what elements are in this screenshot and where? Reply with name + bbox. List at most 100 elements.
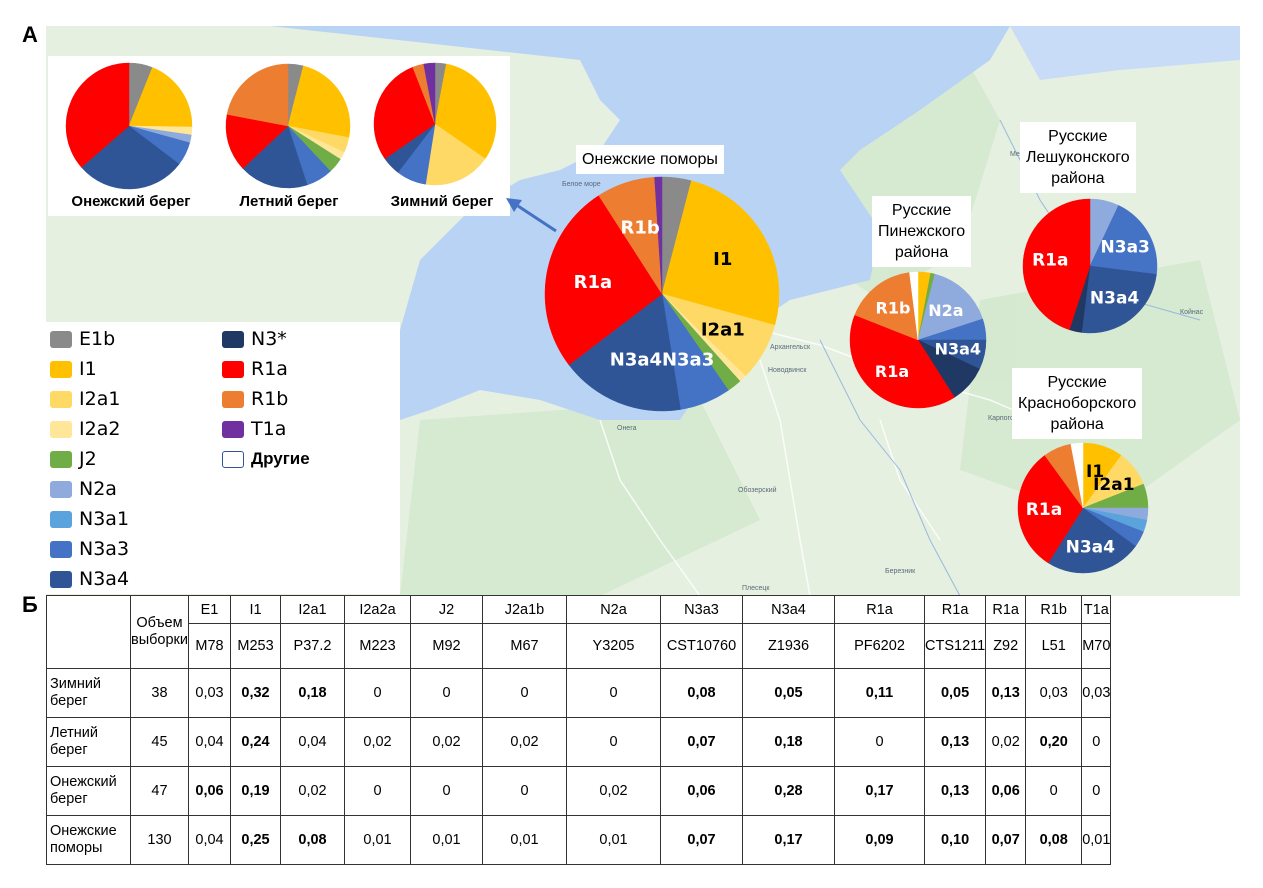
pie-slice-r1a: [65, 62, 130, 168]
legend-label: I2a1: [79, 388, 121, 410]
haplogroup-header: N2a: [566, 595, 661, 624]
frequency-cell: 0,03: [188, 668, 231, 718]
haplogroup-header: J2a1b: [482, 595, 567, 624]
map-label: Архангельск: [770, 344, 811, 351]
row-label: Зимний берег: [46, 668, 131, 718]
frequency-cell: 0,07: [660, 717, 743, 767]
small-pie-title-winter-coast: Зимний берег: [391, 193, 494, 210]
pie-slice-другие: [1070, 442, 1084, 509]
pie-2: [225, 63, 351, 189]
map-background: Белое море Мезень Архангельск Новодвинск…: [46, 26, 1240, 597]
frequency-cell: 0: [482, 766, 567, 816]
legend-item: I1: [50, 356, 97, 382]
pie-title-krasnoborsk: Русские Красноборского района: [1012, 368, 1143, 439]
pie-slice-r1a: [1022, 198, 1091, 331]
small-pie-title-onega-coast: Онежский берег: [71, 193, 190, 210]
frequency-cell: 0,18: [742, 717, 835, 767]
frequency-cell: 0,03: [1081, 668, 1112, 718]
pie-title-onega-pomors: Онежские поморы: [576, 145, 724, 174]
frequency-cell: 0,09: [834, 815, 925, 865]
pie-slice-label: R1a: [1032, 251, 1068, 271]
pie-slice-label: R1b: [620, 218, 659, 239]
frequency-cell: 0: [566, 717, 661, 767]
snp-marker-header: PF6202: [834, 623, 925, 669]
legend-swatch: [222, 420, 244, 438]
pie-slice-r1b: [226, 63, 289, 127]
frequency-cell: 0,07: [985, 815, 1027, 865]
table-row: Онежский берег 47 0,06 0,19 0,02 0 0 0 0,02 0,06 0…: [46, 766, 1112, 816]
frequency-cell: 0,13: [923, 717, 987, 767]
frequency-cell: 0,08: [1025, 815, 1083, 865]
pie-slice-label: I1: [1086, 462, 1104, 482]
haplogroup-header: R1b: [1025, 595, 1083, 624]
frequency-cell: 0: [482, 668, 567, 718]
legend-item: N2a: [50, 476, 117, 502]
pie-slice-n3a4: [1047, 507, 1136, 574]
pie-slice-i2a1: [425, 123, 486, 186]
snp-marker-header: M67: [482, 623, 567, 669]
snp-marker-header: P37.2: [280, 623, 345, 669]
frequency-cell: 0,32: [230, 668, 281, 718]
pie-slice-n3a4: [81, 125, 180, 190]
frequency-cell: 0,03: [1025, 668, 1083, 718]
haplogroup-header: I1: [230, 595, 281, 624]
legend-label: I1: [79, 358, 97, 380]
pie-1: [65, 62, 193, 190]
legend-swatch: [50, 390, 72, 408]
frequency-cell: 0,02: [985, 717, 1027, 767]
frequency-cell: 0,28: [742, 766, 835, 816]
legend-swatch: [222, 390, 244, 408]
frequency-cell: 0: [344, 668, 411, 718]
pie-title-leshukonsky: Русские Лешуконского района: [1020, 122, 1136, 193]
frequency-cell: 0,01: [482, 815, 567, 865]
pie-slice-n3a4: [568, 293, 681, 412]
frequency-cell: 0,04: [280, 717, 345, 767]
legend-label: E1b: [79, 328, 116, 350]
legend-swatch: [50, 540, 72, 558]
frequency-cell: 0,04: [188, 815, 231, 865]
row-label: Летний берег: [46, 717, 131, 767]
pie-4: N2a N3a4 R1a R1b: [849, 271, 987, 409]
frequency-cell: 0,17: [742, 815, 835, 865]
frequency-cell: 0: [834, 717, 925, 767]
legend-item: R1a: [222, 356, 288, 382]
frequency-cell: 0,01: [410, 815, 483, 865]
frequency-cell: 0,05: [742, 668, 835, 718]
frequency-cell: 0,01: [1081, 815, 1112, 865]
map-label: Обозерский: [738, 486, 777, 494]
legend-swatch: [222, 450, 244, 468]
legend-swatch: [50, 360, 72, 378]
haplogroup-header: R1a: [834, 595, 925, 624]
legend-swatch: [222, 330, 244, 348]
pie-slice-label: N3a3: [662, 350, 714, 371]
sample-size-cell: 38: [130, 668, 189, 718]
legend-item: J2: [50, 446, 97, 472]
frequency-cell: 0,13: [923, 766, 987, 816]
legend-item: N3a3: [50, 536, 129, 562]
frequency-cell: 0,08: [660, 668, 743, 718]
pie-slice-t1a: [654, 176, 663, 295]
table-row: Онежские поморы 130 0,04 0,25 0,08 0,01 0,01 0,…: [46, 815, 1112, 865]
pie-3: [373, 62, 497, 186]
pie-slice-label: I1: [713, 249, 732, 270]
pointer-arrow: [517, 204, 557, 233]
map-label: Березник: [885, 568, 916, 575]
table-row: Зимний берег 38 0,03 0,32 0,18 0 0 0 0 0,08 0,05 0,…: [46, 668, 1112, 718]
snp-marker-header: L51: [1025, 623, 1083, 669]
frequency-cell: 0,10: [923, 815, 987, 865]
pie-slice-label: N3a3: [1101, 238, 1150, 258]
haplogroup-header: R1a: [923, 595, 987, 624]
frequency-cell: 0,06: [660, 766, 743, 816]
pie-slice-i1: [128, 67, 193, 128]
legend-label: N3a3: [79, 538, 130, 560]
haplogroup-frequency-table: Объем выборки E1 I1 I2a1 I2a2a J2 J2a1b N2a N3a3…: [46, 595, 1112, 865]
legend-item: R1b: [222, 386, 288, 412]
haplogroup-header: N3a4: [742, 595, 835, 624]
sample-size-cell: 130: [130, 815, 189, 865]
haplogroup-header: I2a2a: [344, 595, 411, 624]
map-label: Карпогоры: [988, 415, 1023, 422]
map-label: Койнас: [1180, 308, 1204, 316]
pie-slice-n2a: [917, 273, 983, 341]
pie-slice-i1: [434, 63, 497, 160]
